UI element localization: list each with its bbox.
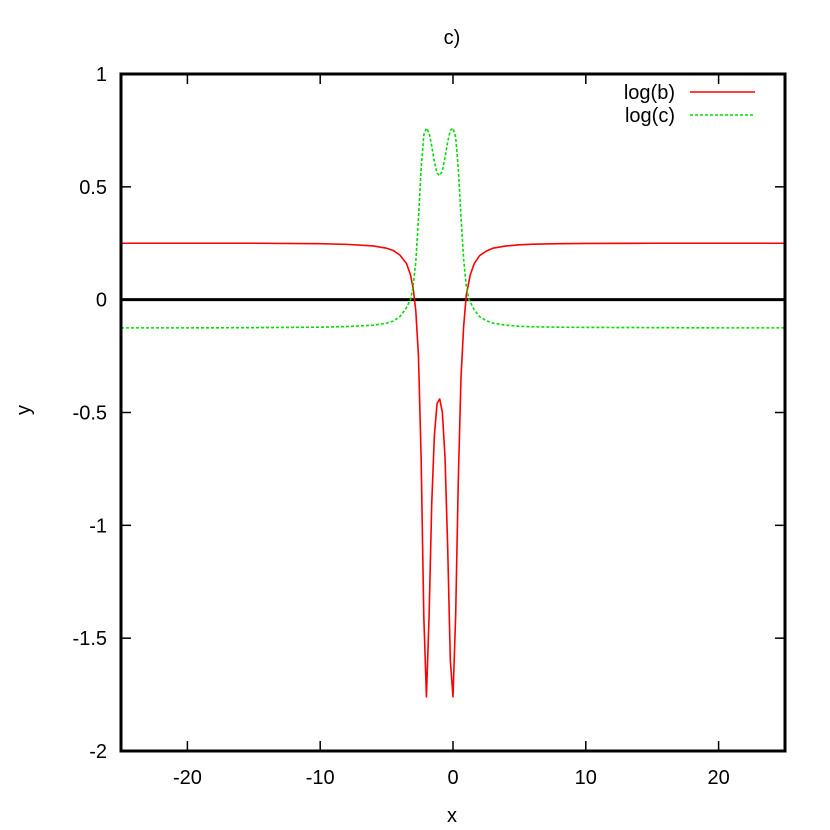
y-tick-label: 1 xyxy=(96,64,107,86)
series-line xyxy=(121,242,785,698)
x-tick-label: -20 xyxy=(173,767,202,789)
x-tick-label: 20 xyxy=(707,767,729,789)
y-tick-label: 0.5 xyxy=(79,177,107,199)
series-line xyxy=(121,127,785,329)
y-tick-label: -2 xyxy=(89,741,107,763)
x-tick-label: 10 xyxy=(575,767,597,789)
legend-label: log(b) xyxy=(624,82,675,104)
y-tick-label: 0 xyxy=(96,290,107,312)
x-tick-label: 0 xyxy=(447,767,458,789)
plot-frame xyxy=(119,72,787,753)
y-tick-label: -1.5 xyxy=(73,628,107,650)
x-tick-label: -10 xyxy=(306,767,335,789)
legend-label: log(c) xyxy=(625,105,675,127)
x-axis-label: x xyxy=(447,805,457,827)
y-axis-label: y xyxy=(13,405,35,415)
y-tick-label: -1 xyxy=(89,515,107,537)
y-tick-label: -0.5 xyxy=(73,403,107,425)
chart-title: c) xyxy=(444,27,461,49)
